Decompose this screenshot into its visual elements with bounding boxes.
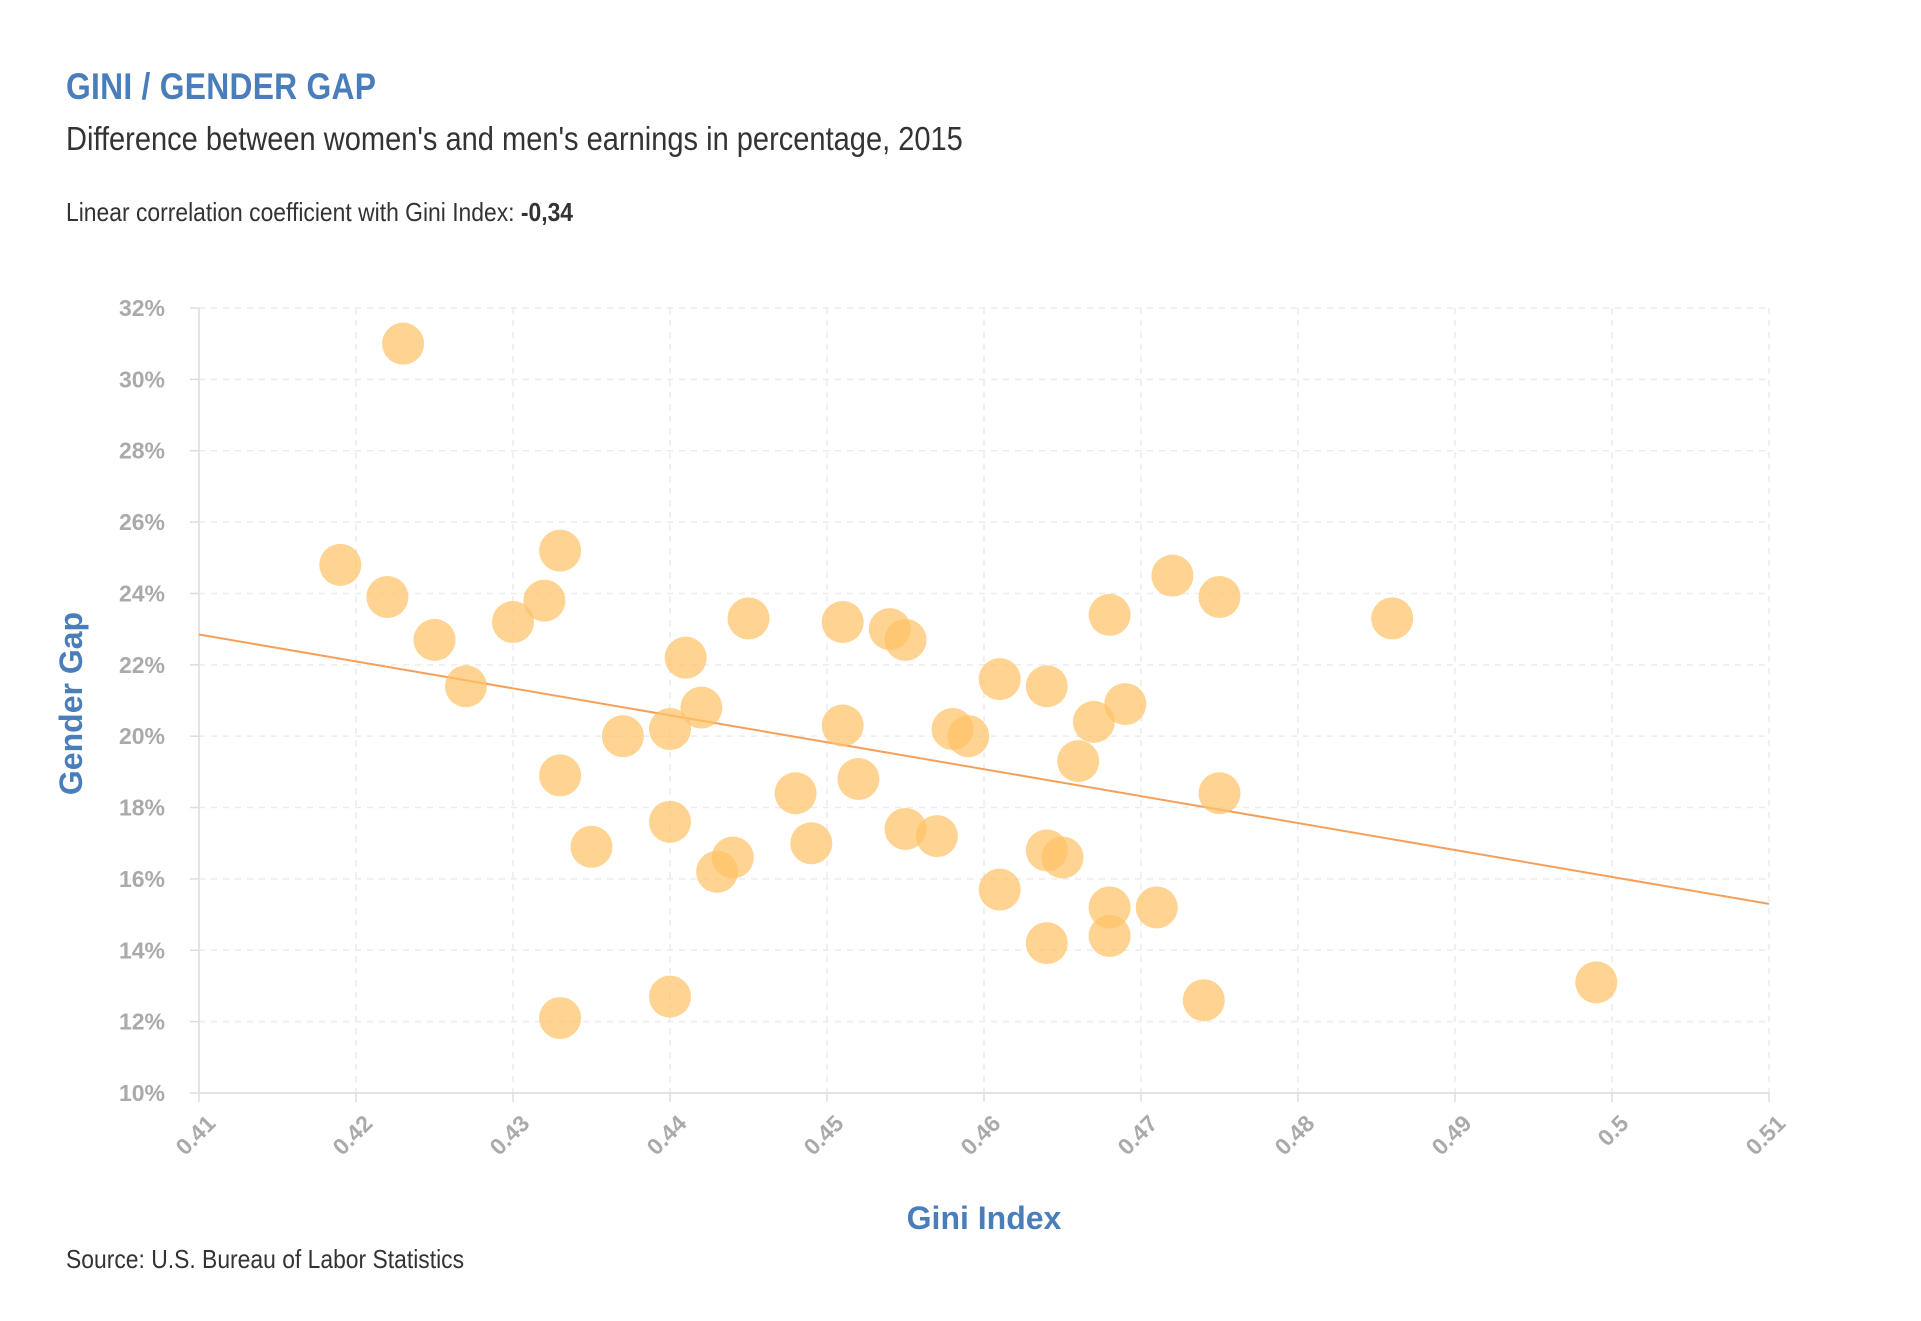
data-point[interactable] (382, 322, 425, 365)
data-point[interactable] (649, 708, 691, 751)
y-tick-label: 12% (119, 1009, 165, 1035)
data-point[interactable] (539, 529, 582, 572)
data-point[interactable] (837, 758, 880, 800)
data-point[interactable] (884, 618, 927, 661)
y-tick-label: 18% (119, 795, 165, 821)
data-point[interactable] (1072, 700, 1115, 743)
data-point[interactable] (539, 997, 582, 1040)
correlation-value: -0,34 (520, 197, 574, 227)
x-tick-label: 0.44 (641, 1110, 691, 1160)
data-point[interactable] (1104, 683, 1147, 726)
data-point[interactable] (1198, 576, 1241, 619)
y-tick-label: 32% (119, 295, 165, 321)
y-tick-label: 10% (119, 1080, 165, 1106)
data-point[interactable] (727, 597, 770, 640)
chart-subtitle: Difference between women's and men's ear… (66, 120, 963, 157)
data-point[interactable] (1025, 922, 1068, 965)
data-point[interactable] (492, 601, 534, 643)
data-point[interactable] (1041, 836, 1084, 879)
source-note: Source: U.S. Bureau of Labor Statistics (66, 1244, 465, 1274)
x-tick-label: 0.42 (327, 1110, 377, 1160)
y-tick-label: 22% (119, 652, 165, 678)
data-point[interactable] (570, 825, 613, 868)
chart-title: GINI / GENDER GAP (66, 66, 377, 107)
data-point[interactable] (664, 636, 707, 679)
y-tick-label: 30% (119, 366, 165, 392)
data-point[interactable] (1088, 593, 1131, 636)
data-point[interactable] (444, 665, 487, 708)
data-point[interactable] (319, 543, 362, 586)
x-tick-label: 0.5 (1592, 1110, 1633, 1151)
data-point[interactable] (821, 601, 864, 643)
data-point[interactable] (884, 807, 927, 850)
x-tick-label: 0.49 (1426, 1110, 1476, 1160)
axes (198, 308, 1769, 1094)
data-point[interactable] (366, 576, 409, 619)
data-point[interactable] (1057, 740, 1100, 783)
data-point[interactable] (680, 686, 723, 729)
data-point[interactable] (1135, 886, 1178, 929)
data-point[interactable] (790, 822, 833, 865)
y-tick-label: 14% (119, 937, 165, 963)
y-tick-label: 20% (119, 723, 165, 749)
grid-lines (199, 307, 1770, 1093)
data-point[interactable] (1088, 915, 1131, 957)
y-axis-title: Gender Gap (53, 612, 89, 795)
x-tick-label: 0.51 (1740, 1110, 1790, 1160)
x-tick-label: 0.48 (1269, 1110, 1319, 1160)
correlation-note-label: Linear correlation coefficient with Gini… (66, 197, 521, 227)
data-point[interactable] (947, 715, 990, 758)
x-tick-label: 0.41 (170, 1110, 220, 1160)
data-point[interactable] (413, 618, 456, 661)
data-point[interactable] (1182, 979, 1225, 1022)
data-point[interactable] (1151, 554, 1194, 597)
data-point[interactable] (1371, 597, 1414, 640)
data-point[interactable] (711, 836, 754, 879)
data-point[interactable] (915, 815, 958, 858)
data-point[interactable] (649, 800, 691, 843)
y-tick-label: 24% (119, 580, 165, 606)
y-tick-label: 16% (119, 866, 165, 892)
x-tick-label: 0.43 (484, 1110, 534, 1160)
data-point[interactable] (1198, 772, 1241, 815)
x-tick-label: 0.45 (798, 1110, 848, 1160)
y-axis-ticks: 10% 12% 14% 16% 18% 20% 22% 24% 26% 28% 30% 32% (119, 295, 199, 1106)
data-point[interactable] (1025, 665, 1068, 708)
correlation-note: Linear correlation coefficient with Gini… (66, 197, 573, 228)
x-axis-ticks: 0.41 0.42 0.43 0.44 0.45 0.46 0.47 0.48 0.49 0.5 0… (170, 1093, 1791, 1160)
data-point[interactable] (1575, 961, 1618, 1004)
y-tick-label: 26% (119, 509, 165, 535)
data-point[interactable] (821, 704, 864, 747)
x-tick-label: 0.47 (1112, 1110, 1162, 1160)
data-point[interactable] (978, 868, 1021, 911)
data-point[interactable] (539, 754, 582, 797)
data-point[interactable] (978, 658, 1021, 701)
data-points (319, 322, 1618, 1040)
x-axis-title: Gini Index (907, 1200, 1062, 1236)
y-tick-label: 28% (119, 438, 165, 464)
data-point[interactable] (649, 975, 691, 1018)
data-point[interactable] (523, 579, 566, 622)
data-point[interactable] (774, 772, 817, 815)
data-point[interactable] (601, 715, 644, 758)
x-tick-label: 0.46 (955, 1110, 1005, 1160)
